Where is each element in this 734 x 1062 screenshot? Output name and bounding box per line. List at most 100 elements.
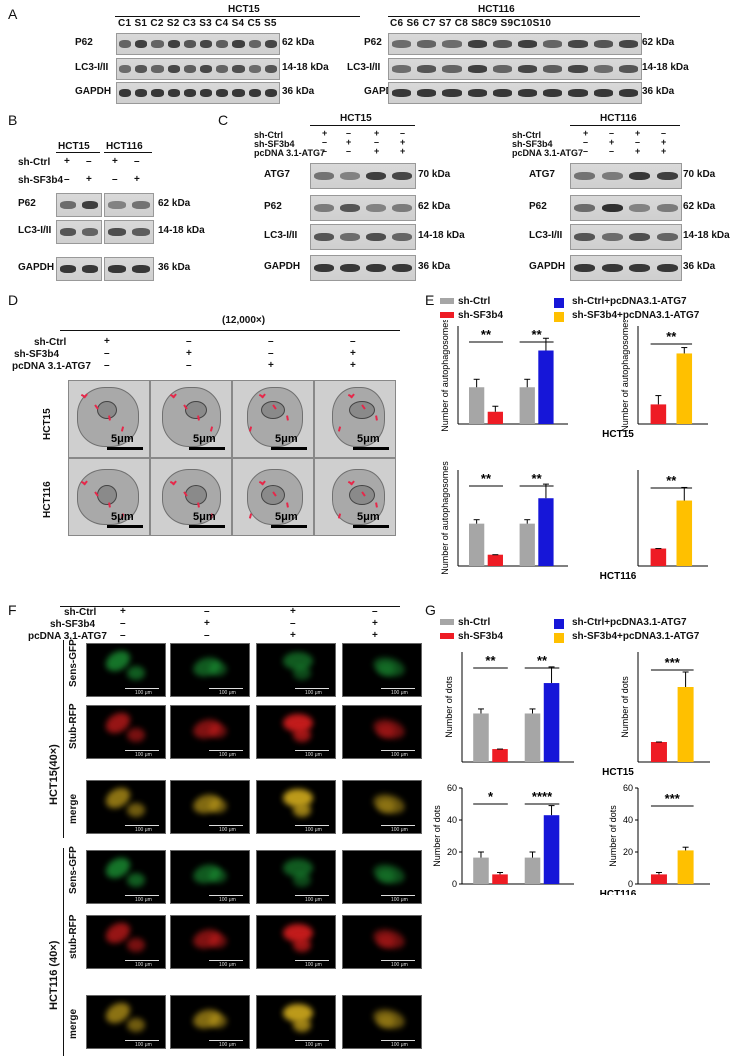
panel-d-sign: –: [104, 348, 110, 359]
panel-a-row-label: LC3-I/II: [75, 62, 109, 73]
fluorescence-image: 100 μm: [342, 995, 422, 1049]
cell-signal: [209, 724, 227, 738]
panel-e-legend-label: sh-Ctrl+pcDNA3.1-ATG7: [572, 296, 687, 307]
blot-band: [340, 232, 360, 242]
significance-stars: *: [488, 789, 494, 804]
scale-bar: [295, 688, 329, 689]
panel-c-cond-left: sh-Ctrl: [254, 130, 283, 140]
panel-d-sign: +: [104, 336, 110, 347]
fluorescence-image: 100 μm: [342, 705, 422, 759]
scale-bar: [353, 447, 389, 450]
panel-d-sign: +: [268, 360, 274, 371]
panel-a-row-label: GAPDH: [75, 86, 112, 97]
blot-band: [135, 40, 148, 48]
cell-signal: [209, 799, 227, 813]
blot-band: [366, 263, 386, 273]
fluorescence-image: 100 μm: [342, 850, 422, 904]
blot-band: [518, 89, 538, 97]
blot-band: [601, 171, 623, 181]
panel-f-sign: +: [120, 606, 126, 617]
bar: [469, 387, 485, 424]
panel-label-b: B: [8, 112, 18, 128]
panel-c-left-row-label: ATG7: [264, 169, 290, 180]
blot-band: [629, 263, 651, 273]
panel-f-channel-label: Sens-GFP: [68, 639, 79, 687]
scale-bar-label: 100 μm: [135, 962, 152, 968]
panel-b-blot-hct116: [104, 220, 154, 244]
blot-band: [543, 65, 563, 73]
panel-c-sign-left: +: [374, 146, 380, 156]
panel-f-sign: +: [290, 630, 296, 641]
scale-bar-label: 100 μm: [391, 897, 408, 903]
blot-band: [107, 201, 127, 209]
panel-b-sign: +: [112, 156, 118, 167]
panel-f-group-label: HCT116 (40×): [48, 940, 60, 1010]
scale-bar: [381, 825, 415, 826]
panel-b-col2: HCT116: [106, 141, 143, 152]
panel-f-cond-label: sh-SF3b4: [50, 619, 96, 630]
scale-bar-label: 100 μm: [219, 752, 236, 758]
blot-band: [183, 65, 197, 73]
panel-c-sign-right: +: [661, 146, 667, 156]
blot-band: [366, 232, 386, 242]
y-axis-label: Number of autophagosomes: [620, 320, 630, 432]
fluorescence-image: 100 μm: [256, 780, 336, 834]
cell-signal: [377, 869, 395, 883]
scale-bar: [295, 750, 329, 751]
cell-signal: [293, 666, 311, 680]
panel-f-channel-label: Sens-GFP: [68, 846, 79, 894]
panel-c-sign-right: +: [609, 137, 615, 147]
blot-band: [467, 65, 487, 73]
y-axis-label: Number of dots: [608, 805, 618, 867]
panel-c-sign-right: +: [583, 128, 589, 138]
bar: [492, 749, 508, 762]
blot-band: [107, 228, 127, 236]
panel-a-left-blot: [116, 82, 280, 104]
cell-signal: [377, 1014, 395, 1028]
blot-band: [167, 65, 180, 73]
blot-band: [629, 203, 651, 213]
panel-b-row-label: GAPDH: [18, 262, 55, 273]
panel-c-sign-right: –: [583, 146, 589, 156]
y-tick-label: 60: [447, 783, 457, 793]
blot-band: [392, 203, 412, 213]
panel-c-cond-right: sh-SF3b4: [512, 139, 553, 149]
scale-bar: [381, 750, 415, 751]
scale-bar-label: 100 μm: [391, 1042, 408, 1048]
panel-c-cond-left: pcDNA 3.1-ATG7: [254, 148, 326, 158]
panel-g-legend-label: sh-Ctrl: [458, 617, 491, 628]
blot-band: [199, 40, 213, 48]
panel-a-left-blot: [116, 58, 280, 80]
panel-f-sign: +: [290, 606, 296, 617]
blot-band: [392, 171, 412, 181]
blot-band: [264, 65, 278, 73]
panel-b-row-label: P62: [18, 198, 36, 209]
cell-signal: [283, 714, 313, 732]
bar: [487, 554, 503, 566]
panel-f-sign: –: [290, 618, 296, 629]
panel-c-cond-left: sh-SF3b4: [254, 139, 295, 149]
blot-band: [151, 89, 164, 97]
fluorescence-image: 100 μm: [256, 643, 336, 697]
y-tick-label: 20: [623, 847, 633, 857]
panel-c-sign-left: –: [346, 128, 352, 138]
y-axis-label: Number of dots: [620, 676, 630, 738]
panel-e-legend-label: sh-SF3b4+pcDNA3.1-ATG7: [572, 310, 700, 321]
bar: [519, 387, 535, 424]
blot-band: [568, 40, 588, 48]
panel-e-legend-label: sh-SF3b4: [458, 310, 504, 321]
panel-d-cond-label: sh-SF3b4: [14, 349, 60, 360]
significance-stars: **: [666, 473, 677, 488]
blot-band: [618, 40, 638, 48]
blot-band: [601, 232, 623, 242]
panel-c-sign-right: +: [635, 146, 641, 156]
panel-f-sign: –: [204, 606, 210, 617]
blot-band: [518, 40, 538, 48]
panel-d-magnification: (12,000×): [222, 315, 266, 326]
panel-d-sign: –: [104, 360, 110, 371]
panel-a-right-blot: [388, 58, 642, 80]
y-axis-label: Number of autophagosomes: [440, 461, 450, 575]
scale-bar: [125, 825, 159, 826]
cell-signal: [293, 1018, 311, 1032]
y-tick-label: 60: [623, 783, 633, 793]
